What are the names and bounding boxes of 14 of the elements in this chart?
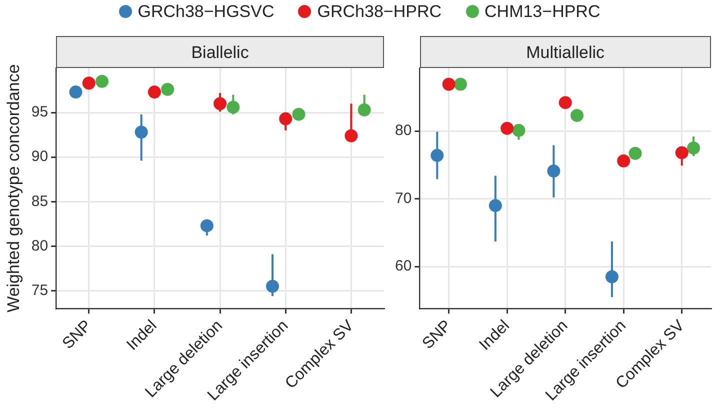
y-tick-label: 95 xyxy=(31,104,48,121)
legend-label: GRCh38−HGSVC xyxy=(136,2,274,21)
y-tick-label: 80 xyxy=(394,122,412,140)
y-tick-label: 90 xyxy=(31,148,48,166)
y-tick-label: 80 xyxy=(31,237,48,254)
y-axis-title: Weighted genotype concordance xyxy=(4,64,23,312)
chart-title: Multiallelic xyxy=(420,36,711,68)
y-tick-label: 60 xyxy=(394,258,412,275)
y-tick-label: 70 xyxy=(394,190,412,207)
y-tick-label: 85 xyxy=(31,192,48,210)
chart-title: Biallelic xyxy=(56,36,384,68)
y-tick-label: 75 xyxy=(31,282,48,299)
legend-label: GRCh38−HPRC xyxy=(316,2,442,21)
legend-label: CHM13−HPRC xyxy=(484,2,600,21)
